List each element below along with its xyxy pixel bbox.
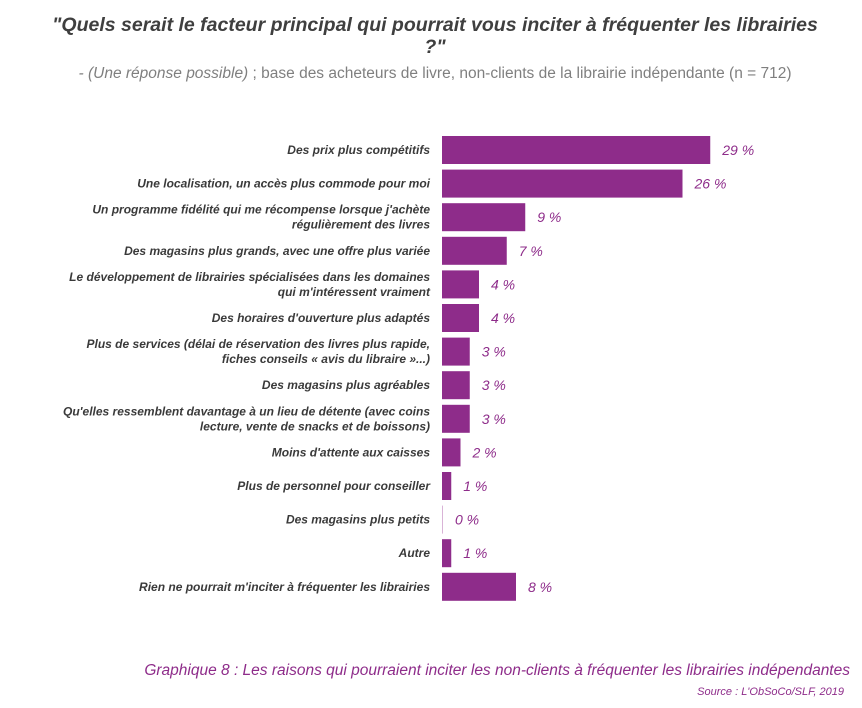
category-label-5: Des horaires d'ouverture plus adaptés xyxy=(212,311,431,325)
category-label-3: Des magasins plus grands, avec une offre… xyxy=(124,244,430,258)
value-label-2: 9 % xyxy=(537,209,561,225)
value-label-1: 26 % xyxy=(694,176,727,192)
bar-12 xyxy=(442,539,452,568)
category-label-8: Qu'elles ressemblent davantage à un lieu… xyxy=(63,404,430,433)
bar-8 xyxy=(442,404,470,433)
category-label-6: Plus de services (délai de réservation d… xyxy=(87,337,431,366)
figure-source: Source : L'ObSoCo/SLF, 2019 xyxy=(697,686,844,698)
category-label-0: Des prix plus compétitifs xyxy=(287,143,430,157)
bar-5 xyxy=(442,304,479,332)
chart-title: "Quels serait le facteur principal qui p… xyxy=(52,14,818,58)
value-label-7: 3 % xyxy=(482,377,506,393)
bar-6 xyxy=(442,337,470,366)
value-label-13: 8 % xyxy=(528,579,552,595)
value-label-8: 3 % xyxy=(482,411,506,427)
bar-0 xyxy=(442,136,711,164)
value-label-6: 3 % xyxy=(482,344,506,360)
category-label-2: Un programme fidélité qui me récompense … xyxy=(92,203,430,232)
category-label-13: Rien ne pourrait m'inciter à fréquenter … xyxy=(139,580,430,594)
value-label-11: 0 % xyxy=(455,512,479,528)
bar-13 xyxy=(442,572,516,601)
value-label-3: 7 % xyxy=(519,243,543,259)
bar-11 xyxy=(442,505,443,534)
value-label-4: 4 % xyxy=(491,276,515,292)
subtitle-rest: ; base des acheteurs de livre, non-clien… xyxy=(248,65,792,82)
category-label-10: Plus de personnel pour conseiller xyxy=(237,479,431,493)
bar-3 xyxy=(442,236,507,265)
chart-subtitle: - (Une réponse possible) ; base des ache… xyxy=(40,64,830,83)
category-label-9: Moins d'attente aux caisses xyxy=(272,445,431,459)
value-label-12: 1 % xyxy=(463,545,487,561)
subtitle-italic: - (Une réponse possible) xyxy=(78,65,249,82)
bar-1 xyxy=(442,169,683,198)
category-label-4: Le développement de librairies spécialis… xyxy=(69,270,431,299)
bar-4 xyxy=(442,270,479,299)
bar-7 xyxy=(442,371,470,400)
bar-10 xyxy=(442,472,452,500)
category-label-11: Des magasins plus petits xyxy=(286,513,430,527)
bar-chart: 29 % Des prix plus compétitifs 26 % Une loc… xyxy=(63,136,754,601)
category-label-12: Autre xyxy=(398,546,431,560)
category-label-7: Des magasins plus agréables xyxy=(262,378,430,392)
category-label-1: Une localisation, un accès plus commode … xyxy=(137,177,430,191)
value-label-10: 1 % xyxy=(463,478,487,494)
bar-9 xyxy=(442,438,461,467)
figure-caption: Graphique 8 : Les raisons qui pourraient… xyxy=(144,662,850,679)
bar-2 xyxy=(442,203,526,232)
value-label-9: 2 % xyxy=(472,444,497,460)
value-label-0: 29 % xyxy=(721,142,754,158)
value-label-5: 4 % xyxy=(491,310,515,326)
